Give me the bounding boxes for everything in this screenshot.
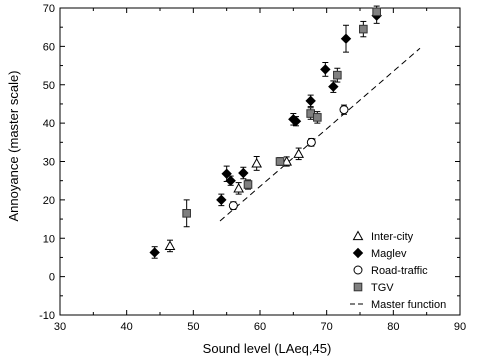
y-tick-label: 10	[43, 233, 55, 245]
maglev-point	[216, 194, 227, 206]
y-tick-label: -10	[39, 310, 55, 322]
legend-label-maglev: Maglev	[371, 248, 407, 260]
x-tick-label: 30	[54, 321, 66, 333]
maglev-point	[225, 175, 236, 186]
inter-city-point	[251, 157, 263, 168]
maglev-point	[290, 115, 302, 127]
tgv-point	[333, 70, 342, 80]
tgv-point	[313, 113, 322, 122]
legend-marker-tgv	[353, 282, 363, 292]
maglev-point	[149, 247, 160, 258]
inter-city-point	[281, 155, 293, 166]
road-traffic-point	[339, 105, 349, 115]
legend: Inter-city Maglev Road-traffic TGV Master fu…	[350, 230, 446, 311]
road-traffic-point	[228, 201, 238, 211]
tgv-point	[275, 157, 285, 166]
road-traffic-point	[306, 137, 316, 147]
tgv-point	[359, 24, 368, 34]
data-points-layer	[149, 5, 382, 259]
x-tick-label: 60	[254, 321, 266, 333]
legend-marker-road-traffic	[353, 265, 363, 275]
x-tick-label: 40	[121, 321, 133, 333]
inter-city-point	[233, 182, 245, 193]
legend-marker-maglev	[352, 247, 364, 259]
legend-label-inter-city: Inter-city	[371, 231, 414, 243]
y-tick-label: 50	[43, 80, 55, 92]
x-tick-label: 80	[387, 321, 399, 333]
y-tick-label: 0	[49, 272, 55, 284]
maglev-point	[238, 167, 249, 179]
inter-city-point	[293, 148, 305, 158]
tgv-point	[372, 7, 381, 17]
y-tick-label: 60	[43, 41, 55, 53]
y-tick-label: 30	[43, 157, 55, 169]
axes-layer: 30 40 50 60 70 80 90 -10 0 10 20 30 40 50 60 70	[39, 3, 466, 333]
inter-city-point	[164, 240, 176, 251]
tgv-point	[243, 180, 253, 189]
maglev-point	[305, 95, 316, 107]
legend-label-road-traffic: Road-traffic	[371, 265, 428, 277]
x-tick-label: 90	[454, 321, 466, 333]
master-function-line	[219, 47, 421, 222]
legend-label-tgv: TGV	[371, 282, 394, 294]
legend-marker-inter-city	[352, 230, 364, 241]
maglev-point	[340, 33, 352, 44]
master-function-layer	[219, 47, 421, 222]
maglev-point	[328, 81, 339, 92]
maglev-point	[320, 64, 331, 75]
y-tick-label: 70	[43, 3, 55, 15]
y-axis-label: Annoyance (master scale)	[6, 70, 21, 221]
tgv-point	[182, 209, 191, 218]
y-tick-label: 20	[43, 195, 55, 207]
x-axis-label: Sound level (LAeq,45)	[203, 341, 332, 356]
x-tick-label: 70	[321, 321, 333, 333]
x-tick-label: 50	[187, 321, 199, 333]
legend-label-master-function: Master function	[371, 299, 446, 311]
y-tick-label: 40	[43, 118, 55, 130]
